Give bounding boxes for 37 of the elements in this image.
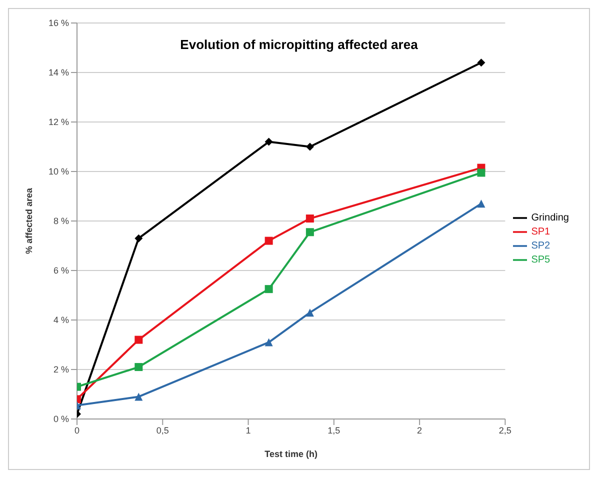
legend-label: SP2 <box>531 240 550 252</box>
y-tick-label: 10 % <box>48 166 69 177</box>
legend-label: SP5 <box>531 254 550 266</box>
point <box>134 363 143 372</box>
y-tick-label: 2 % <box>53 364 69 375</box>
point <box>306 214 314 223</box>
y-tick-label: 14 % <box>48 68 69 78</box>
x-tick-label: 0 <box>74 425 80 436</box>
point <box>134 336 143 344</box>
y-tick-label: 6 % <box>53 266 69 276</box>
x-tick-label: 0,5 <box>156 425 169 436</box>
y-tick-label: 0 % <box>53 414 69 424</box>
point <box>477 58 486 67</box>
y-tick-label: 12 % <box>48 117 69 128</box>
point <box>477 168 486 177</box>
y-axis-title: % affected area <box>24 186 34 254</box>
y-tick-label: 8 % <box>53 216 69 226</box>
point <box>477 200 486 208</box>
point <box>306 142 314 151</box>
x-tick-label: 2 <box>417 425 422 436</box>
point <box>264 236 273 245</box>
legend-label: Grinding <box>531 212 569 224</box>
point <box>264 138 273 146</box>
point <box>134 234 143 242</box>
y-tick-label: 16 % <box>48 18 69 28</box>
point <box>264 338 273 346</box>
legend-label: SP1 <box>531 226 550 238</box>
point <box>306 308 314 317</box>
x-axis-title: Test time (h) <box>264 449 318 459</box>
point <box>264 285 273 294</box>
point <box>134 392 143 401</box>
text: Evolution of micropitting affected area <box>179 37 419 52</box>
x-tick-label: 1 <box>246 425 251 436</box>
y-tick-label: 4 % <box>53 315 69 326</box>
x-tick-label: 1,5 <box>328 425 340 436</box>
x-tick-label: 2,5 <box>498 425 512 436</box>
point <box>306 228 314 236</box>
